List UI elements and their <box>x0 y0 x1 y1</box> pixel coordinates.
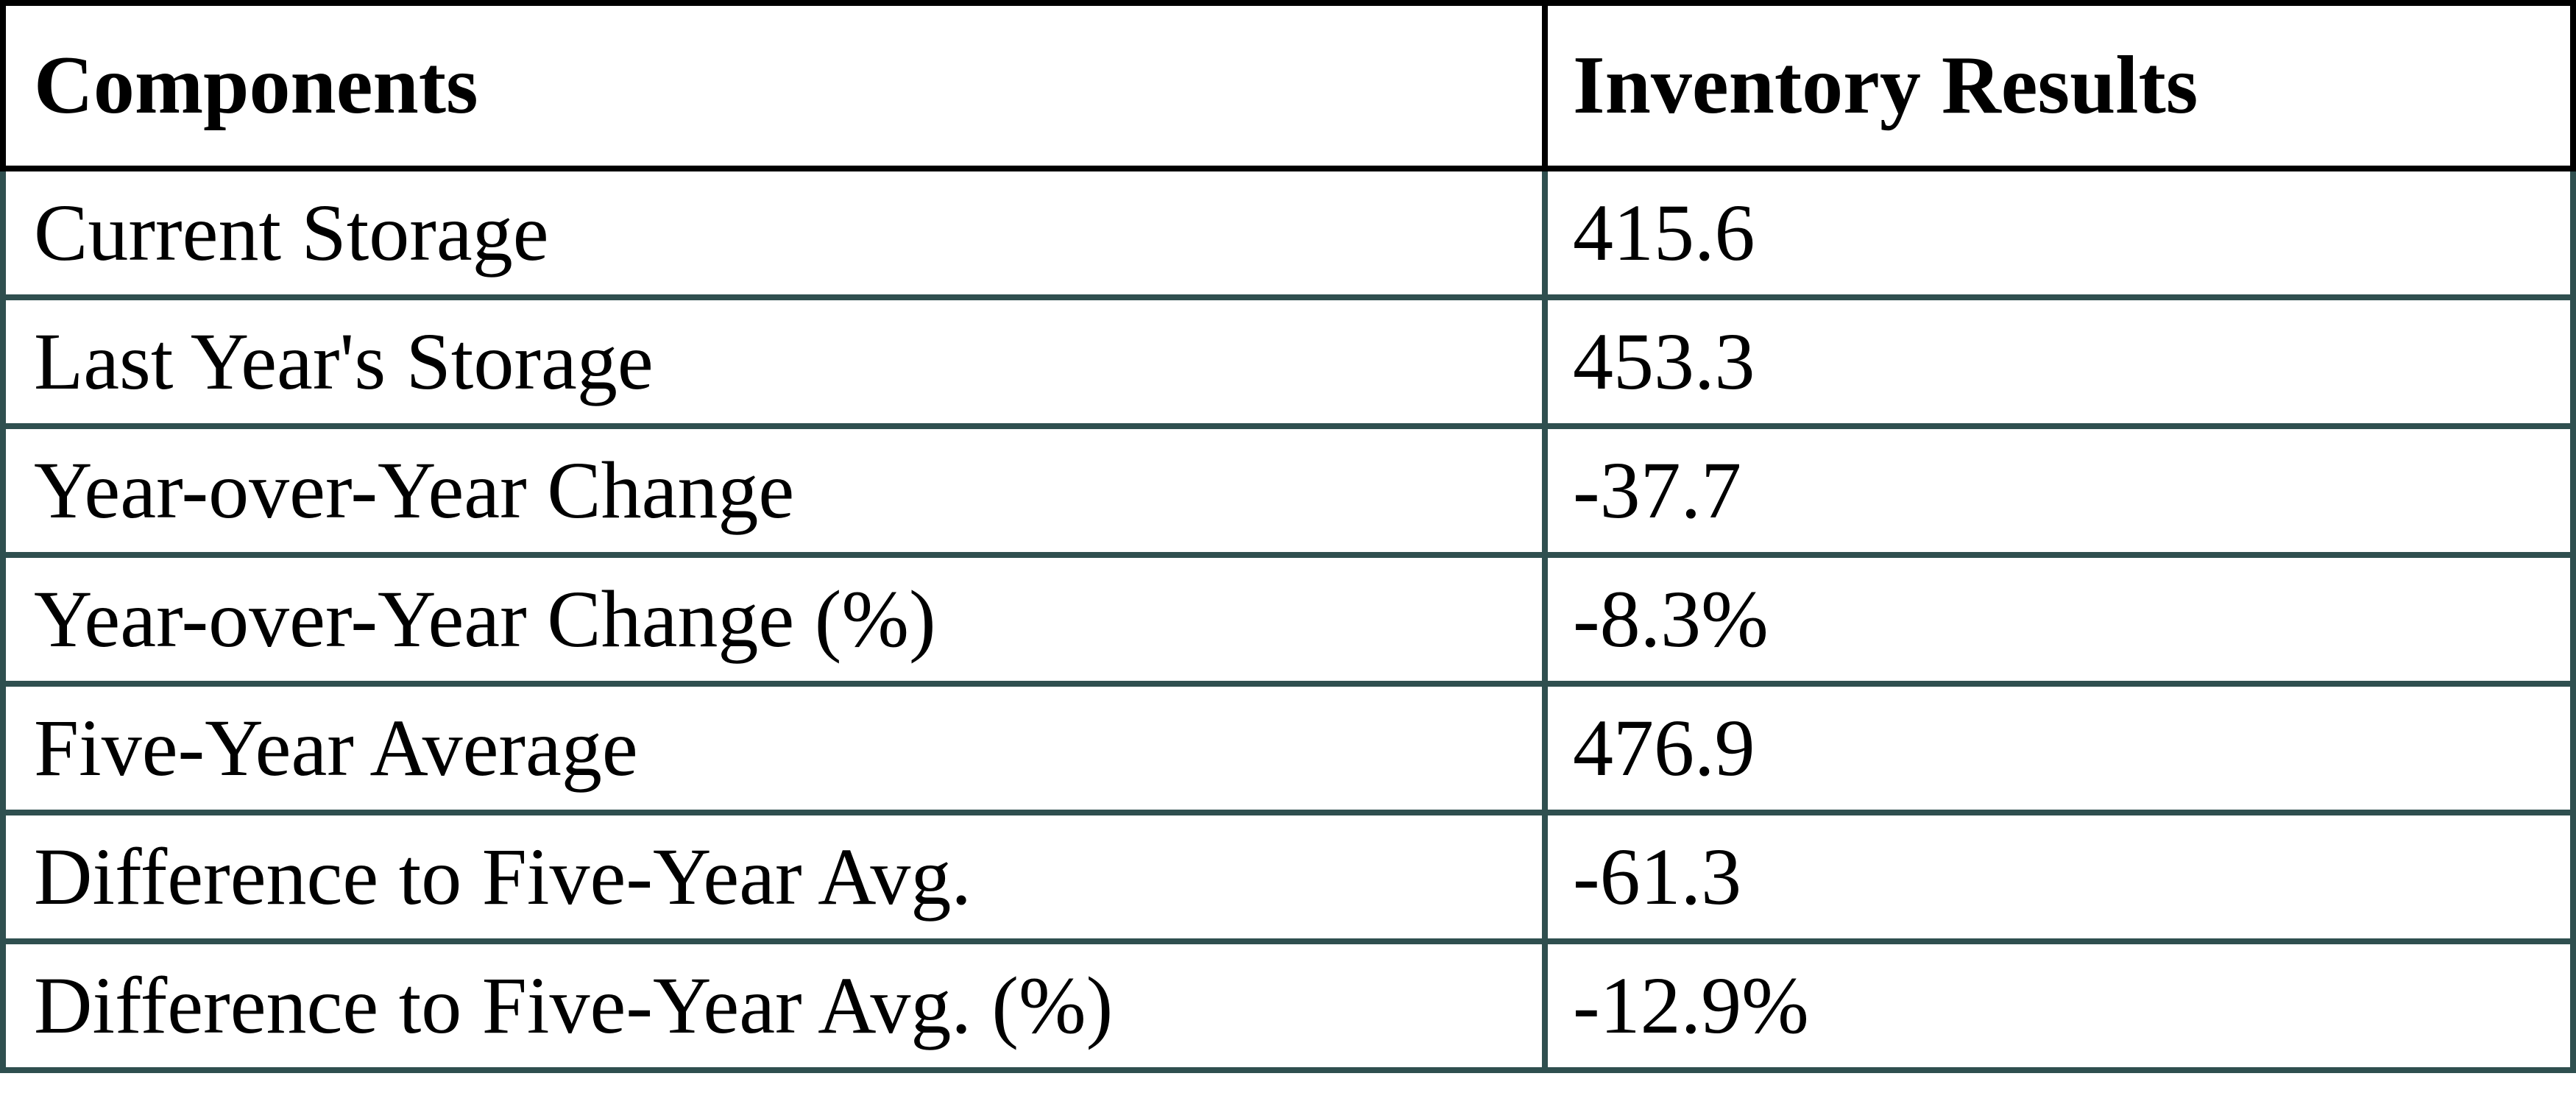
row-label: Current Storage <box>34 188 549 277</box>
table-row-yoy-change-pct: Year-over-Year Change (%) -8.3% <box>0 558 2576 687</box>
header-cell-inventory-results: Inventory Results <box>1542 6 2570 166</box>
row-label: Difference to Five-Year Avg. <box>34 832 972 921</box>
row-label: Difference to Five-Year Avg. (%) <box>34 960 1114 1050</box>
row-label: Year-over-Year Change (%) <box>34 574 936 664</box>
row-label: Five-Year Average <box>34 703 638 793</box>
table-row-diff-five-year-avg: Difference to Five-Year Avg. -61.3 <box>0 815 2576 944</box>
row-value: -61.3 <box>1542 815 2570 938</box>
header-cell-components: Components <box>34 40 478 131</box>
table-row-yoy-change: Year-over-Year Change -37.7 <box>0 429 2576 558</box>
row-value: 476.9 <box>1542 687 2570 810</box>
table-row-diff-five-year-avg-pct: Difference to Five-Year Avg. (%) -12.9% <box>0 944 2576 1073</box>
table-row-last-years-storage: Last Year's Storage 453.3 <box>0 300 2576 429</box>
table-row-five-year-average: Five-Year Average 476.9 <box>0 687 2576 815</box>
table-row-current-storage: Current Storage 415.6 <box>0 171 2576 300</box>
row-label: Year-over-Year Change <box>34 445 795 535</box>
row-value: -8.3% <box>1542 558 2570 681</box>
row-value: -37.7 <box>1542 429 2570 552</box>
row-value: 415.6 <box>1542 171 2570 294</box>
inventory-results-table: Components Inventory Results Current Sto… <box>0 0 2576 1073</box>
header-row: Components Inventory Results <box>0 0 2576 171</box>
row-label: Last Year's Storage <box>34 316 654 406</box>
row-value: 453.3 <box>1542 300 2570 423</box>
row-value: -12.9% <box>1542 944 2570 1067</box>
